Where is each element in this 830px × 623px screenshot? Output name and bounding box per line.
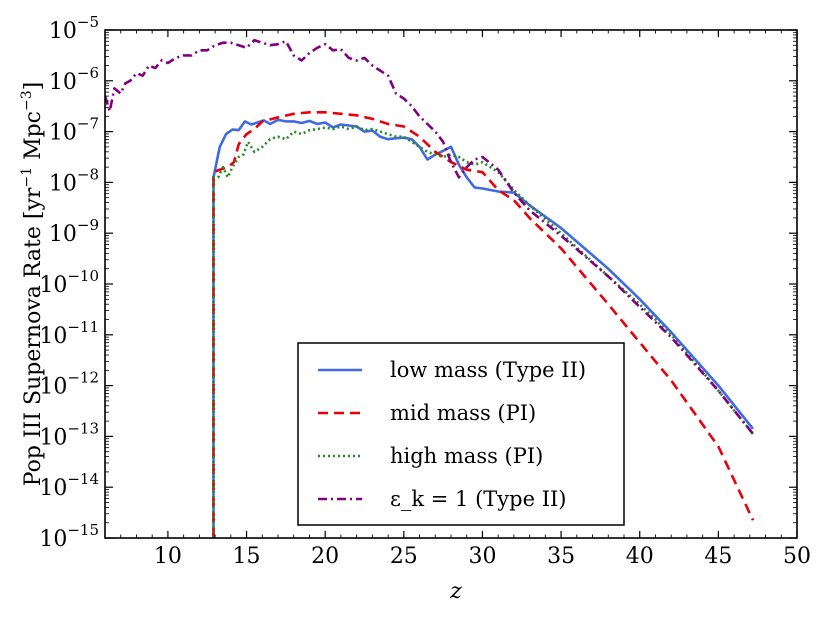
ticks-layer xyxy=(105,29,798,539)
x-tick-label: 20 xyxy=(311,544,339,569)
legend: low mass (Type II) mid mass (PI) high mass… xyxy=(297,342,625,526)
legend-label-2: mid mass (PI) xyxy=(390,401,536,425)
series-line-4 xyxy=(105,38,755,435)
y-tick-label: 10−10 xyxy=(39,267,99,298)
y-tick-label: 10−7 xyxy=(49,115,99,146)
y-tick-label: 10−5 xyxy=(49,13,99,44)
y-tick-label: 10−9 xyxy=(49,216,99,247)
y-tick-label: 10−13 xyxy=(39,419,99,450)
legend-label-3: high mass (PI) xyxy=(390,444,543,468)
x-axis-title: z xyxy=(449,579,462,604)
x-tick-label: 25 xyxy=(390,544,418,569)
y-tick-label: 10−12 xyxy=(39,369,99,400)
x-tick-label: 10 xyxy=(154,544,182,569)
series-layer xyxy=(105,38,755,538)
x-tick-label: 40 xyxy=(626,544,654,569)
y-tick-label: 10−6 xyxy=(49,64,99,95)
y-tick-label: 10−15 xyxy=(39,521,99,552)
legend-label-4: ε_k = 1 (Type II) xyxy=(390,487,566,511)
legend-label-1: low mass (Type II) xyxy=(390,358,586,382)
series-line-2 xyxy=(212,111,755,538)
legend-frame xyxy=(297,342,625,526)
x-tick-label: 45 xyxy=(704,544,732,569)
legend-items: low mass (Type II) mid mass (PI) high mass… xyxy=(318,358,586,511)
y-tick-label: 10−8 xyxy=(49,165,99,196)
y-axis-title: Pop III Supernova Rate [yr−1 Mpc−3] xyxy=(19,82,46,487)
y-tick-label: 10−11 xyxy=(39,318,99,349)
x-tick-label: 15 xyxy=(233,544,261,569)
y-tick-label: 10−14 xyxy=(39,470,99,501)
x-tick-label: 35 xyxy=(547,544,575,569)
x-tick-label: 50 xyxy=(783,544,811,569)
labels-layer: 10 15 20 25 30 35 40 45 50 10−5 10−6 10−7 10−8 10−9 10… xyxy=(39,13,811,569)
x-tick-label: 30 xyxy=(468,544,496,569)
